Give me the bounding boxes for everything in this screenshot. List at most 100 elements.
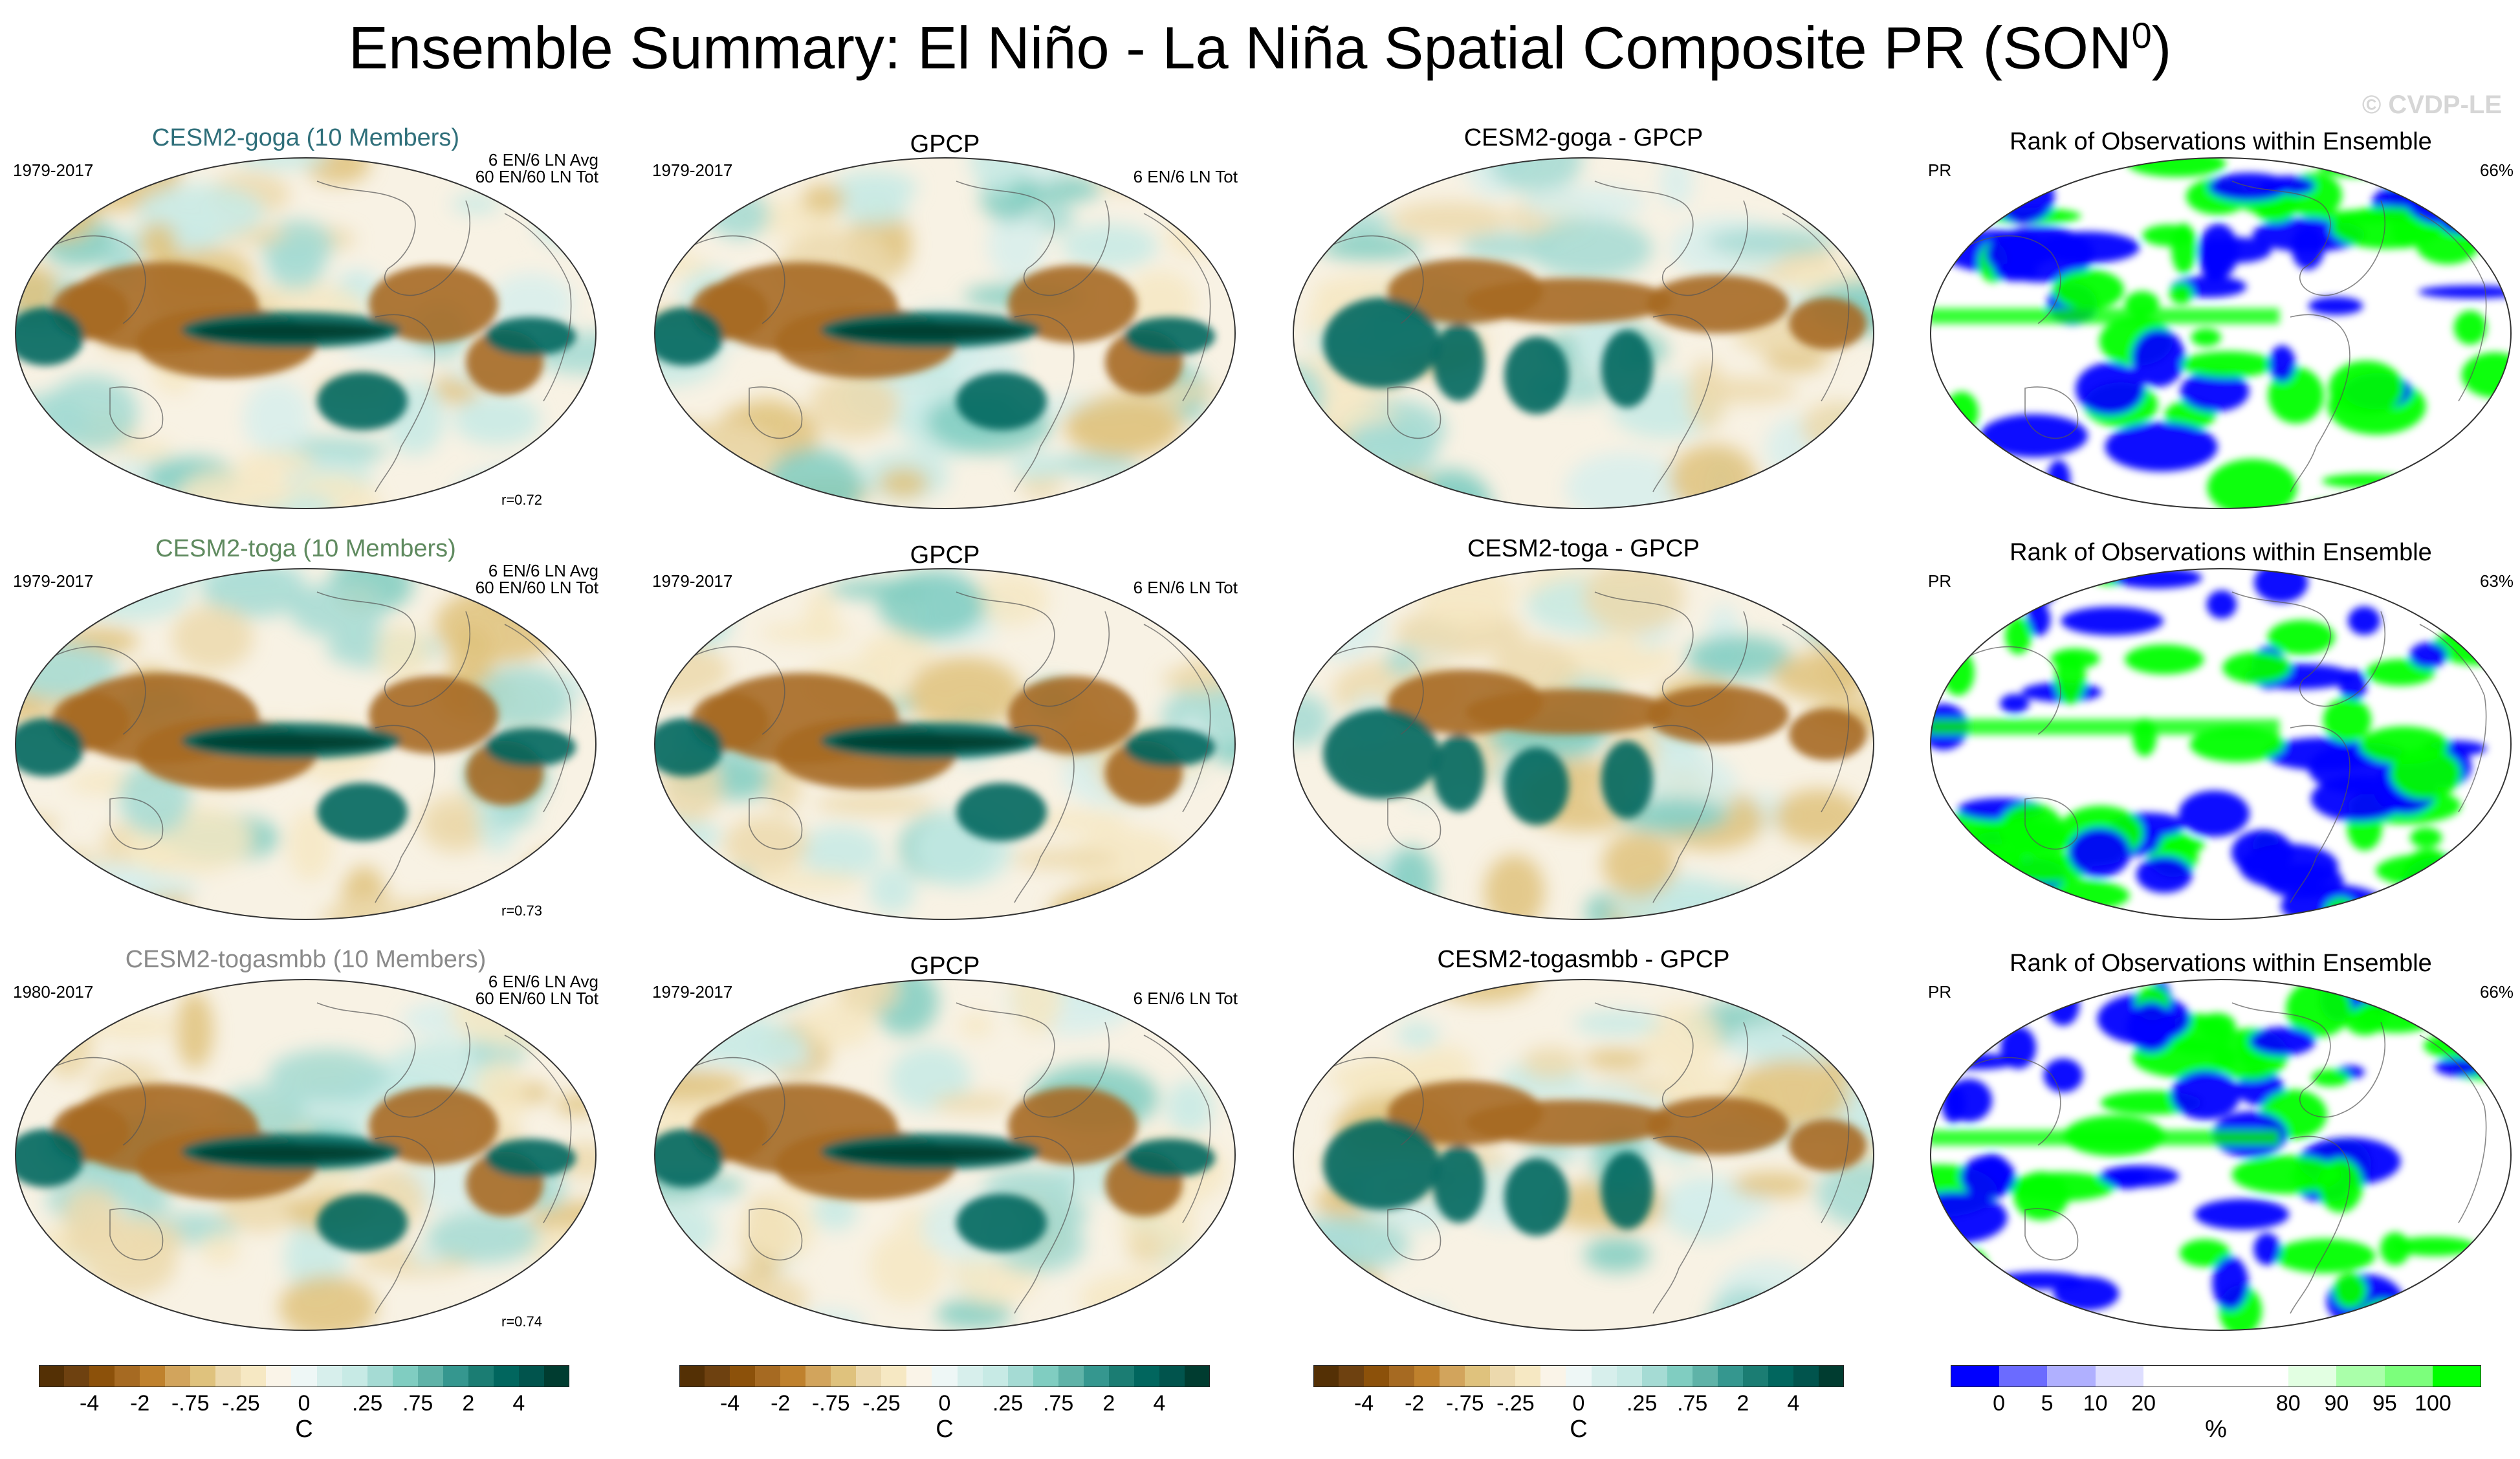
colorbar-tick-label: 0	[298, 1391, 311, 1416]
rank-cell	[1931, 844, 2024, 873]
anomaly-patch	[869, 1229, 944, 1305]
coastline-path	[2231, 591, 2386, 707]
colorbar-swatch	[1999, 1365, 2048, 1387]
wet-anomaly	[1323, 298, 1440, 388]
colorbar-swatch	[1313, 1365, 1339, 1387]
anomaly-patch	[487, 576, 520, 614]
coastline-path	[2419, 1035, 2487, 1223]
rank-cell	[2434, 996, 2511, 1040]
colorbar-tick-label: 2	[462, 1391, 475, 1416]
coastline-path	[671, 235, 785, 324]
anomaly-patch	[994, 175, 1103, 204]
anomaly-patch	[1660, 158, 1693, 208]
dry-anomaly	[369, 1087, 498, 1165]
anomaly-patch	[936, 1299, 1012, 1329]
colorbar-swatch	[392, 1365, 419, 1387]
coastline-path	[1782, 213, 1850, 402]
rank-cell	[2418, 285, 2511, 299]
anomaly-patch	[1705, 228, 1836, 256]
rank-cell	[2207, 459, 2297, 509]
anomaly-patch	[64, 1216, 185, 1264]
obs-info: 6 EN/6 LN Tot	[1133, 989, 1238, 1008]
model-years: 1979-2017	[13, 571, 94, 591]
coastline-path	[375, 314, 435, 492]
obs-map	[654, 568, 1236, 920]
anomaly-patch	[1619, 798, 1729, 833]
dry-anomaly	[1465, 689, 1672, 734]
rank-cell	[2191, 328, 2222, 347]
wet-anomaly	[956, 372, 1047, 430]
rank-cell	[2435, 1058, 2484, 1077]
wet-anomaly	[16, 1129, 84, 1187]
rank-cell	[2451, 879, 2511, 919]
diff-panel-title: CESM2-togasmbb - GPCP	[1437, 946, 1730, 973]
rank-map	[1930, 979, 2512, 1331]
rank-cell	[2355, 1300, 2411, 1330]
model-info-tot: 60 EN/60 LN Tot	[475, 989, 598, 1008]
wet-anomaly	[1504, 336, 1569, 414]
coastlines	[32, 1002, 572, 1314]
obs-panel-title: GPCP	[910, 952, 980, 980]
anomaly-patch	[1293, 428, 1366, 492]
colorbar-swatch	[1667, 1365, 1693, 1387]
map-border	[654, 979, 1236, 1331]
coastline-path	[109, 797, 164, 850]
colorbar-tick-label: -4	[1353, 1391, 1374, 1416]
anomaly-patch	[877, 570, 986, 639]
anomaly-patch	[1079, 1271, 1214, 1327]
anomaly-patch	[1300, 586, 1385, 660]
model-years: 1979-2017	[13, 160, 94, 180]
anomaly-patch	[1011, 980, 1062, 1035]
map-border	[1293, 157, 1874, 509]
anomaly-patch	[723, 816, 809, 873]
rank-cell	[2000, 1026, 2037, 1070]
anomaly-patch	[1328, 211, 1393, 235]
anomaly-patch	[1565, 452, 1686, 509]
anomaly-patch	[1293, 364, 1326, 430]
coastline-path	[1947, 646, 2061, 735]
rank-cell	[1999, 803, 2064, 854]
rank-cell	[2449, 980, 2511, 1020]
equatorial-core	[833, 733, 1027, 751]
wet-anomaly	[317, 1194, 408, 1252]
rank-cell	[1931, 489, 1984, 509]
rank-cell	[2127, 158, 2226, 177]
anomaly-patch	[267, 240, 325, 291]
rank-cell	[2418, 170, 2511, 200]
colorbar-tick-label: 2	[1102, 1391, 1115, 1416]
rank-cell	[2125, 644, 2204, 675]
coastline-path	[1309, 235, 1424, 324]
anomaly-patch	[1035, 203, 1075, 233]
anomaly-patch	[1293, 1306, 1324, 1327]
rank-cell	[2013, 1171, 2069, 1220]
coastline-path	[671, 646, 785, 735]
colorbar-tick-label: -4	[719, 1391, 740, 1416]
rank-cell	[2046, 460, 2071, 499]
anomaly-patch	[932, 1093, 1014, 1113]
colorbar-tick-label: 4	[1153, 1391, 1166, 1416]
colorbar-swatch	[342, 1365, 368, 1387]
pattern-correlation: r=0.72	[501, 492, 542, 508]
coastline-path	[1947, 1057, 2061, 1146]
rank-cell	[1931, 405, 1968, 455]
anomaly-patch	[73, 489, 152, 509]
diff-panel-title: CESM2-goga - GPCP	[1463, 124, 1704, 151]
obs-years: 1979-2017	[652, 160, 733, 180]
coastline-path	[2231, 1002, 2386, 1118]
anomaly-patch	[700, 982, 807, 1006]
wet-anomaly	[1433, 324, 1485, 401]
anomaly-patch	[1126, 1233, 1163, 1264]
rank-cell	[2076, 362, 2145, 415]
anomaly-patch	[233, 158, 330, 170]
wet-anomaly	[1504, 1158, 1569, 1236]
rank-percentage: 66%	[2479, 160, 2514, 180]
colorbar-tick-label: -.25	[1496, 1391, 1535, 1416]
colorbar-swatch	[493, 1365, 520, 1387]
title-close: )	[2151, 15, 2172, 82]
title-text: Ensemble Summary: El Niño - La Niña Spat…	[348, 15, 2132, 82]
colorbar-tick-label: 0	[1572, 1391, 1585, 1416]
colorbar-frame	[39, 1365, 569, 1387]
rank-map	[1930, 157, 2512, 509]
map-border	[1293, 979, 1874, 1331]
anomaly-patch	[426, 1211, 540, 1264]
